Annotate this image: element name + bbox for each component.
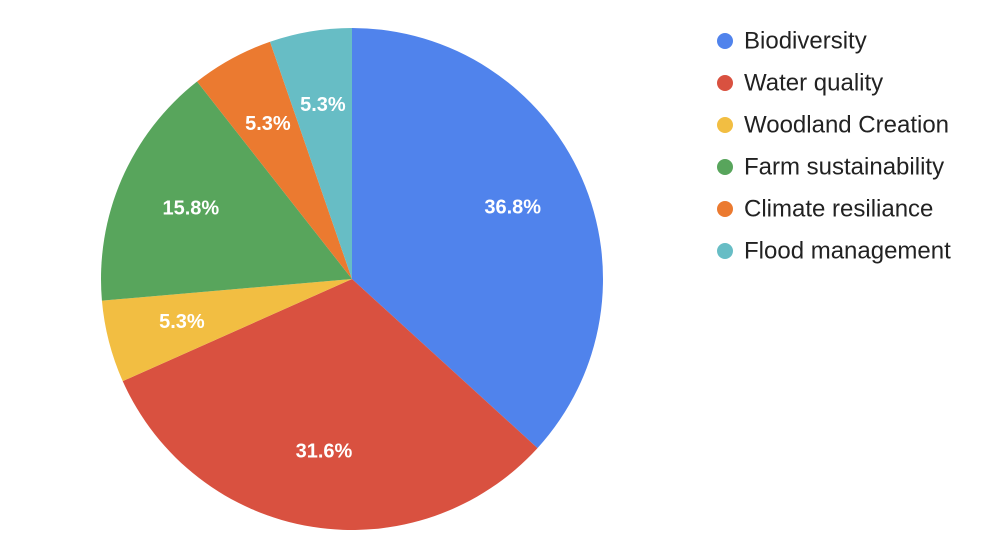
legend-label: Water quality: [744, 69, 883, 96]
slice-label: 5.3%: [245, 113, 291, 135]
pie-slice: [197, 41, 352, 279]
legend-label: Farm sustainability: [744, 153, 944, 180]
legend-label: Woodland Creation: [744, 111, 949, 138]
legend-label: Climate resiliance: [744, 195, 933, 222]
legend-marker: [717, 33, 733, 49]
slice-label: 5.3%: [300, 94, 346, 116]
legend-label: Flood management: [744, 237, 951, 264]
legend-marker: [717, 75, 733, 91]
legend-marker: [717, 117, 733, 133]
slice-label: 5.3%: [159, 311, 205, 333]
legend-marker: [717, 159, 733, 175]
pie-slice: [101, 81, 353, 301]
legend-marker: [717, 243, 733, 259]
slice-label: 36.8%: [484, 196, 541, 218]
pie-slice: [352, 28, 604, 449]
legend-marker: [717, 201, 733, 217]
pie-slice: [122, 279, 538, 531]
slice-label: 31.6%: [296, 441, 353, 463]
pie-slice: [101, 279, 352, 382]
slice-label: 15.8%: [162, 197, 219, 219]
pie-slice: [270, 28, 352, 279]
legend-label: Biodiversity: [744, 27, 867, 54]
